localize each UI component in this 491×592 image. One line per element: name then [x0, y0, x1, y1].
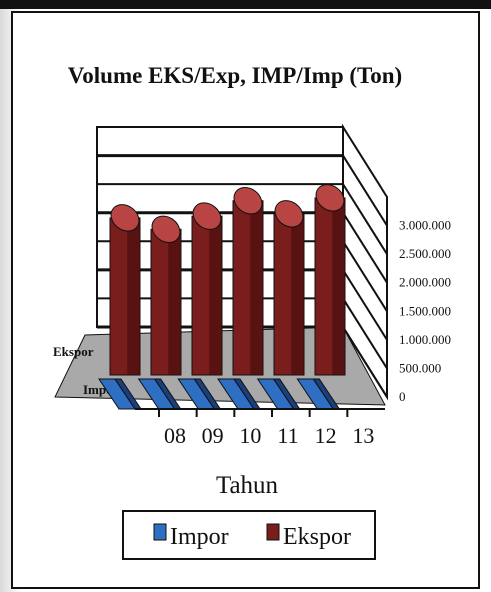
legend-label-impor: Impor: [170, 524, 229, 550]
bar-ekspor-top: [315, 184, 345, 212]
bar-ekspor: [109, 204, 141, 376]
y-tick-label: 1.000.000: [399, 332, 451, 347]
legend: Impor Ekspor: [122, 510, 376, 560]
y-tick-label: 1.500.000: [399, 303, 451, 318]
x-tick-label: 11: [277, 423, 298, 448]
bar-ekspor-top: [233, 186, 263, 215]
chart-title: Volume EKS/Exp, IMP/Imp (Ton): [68, 63, 402, 88]
gridline-side: [342, 212, 388, 284]
y-tick-label: 2.500.000: [399, 246, 451, 261]
gridline-side: [342, 183, 388, 255]
y-tick-label: 0: [399, 389, 406, 404]
bar-ekspor: [150, 215, 182, 376]
gridline-side: [342, 269, 388, 341]
x-tick-label: 08: [164, 423, 186, 448]
y-tick-label: 3.000.000: [399, 218, 451, 233]
x-tick-label: 10: [239, 423, 261, 448]
x-tick-label: 12: [315, 423, 337, 448]
bar-ekspor-top: [110, 204, 140, 232]
chart-panel: Volume EKS/Exp, IMP/Imp (Ton) 0 500.000 1.…: [11, 11, 480, 589]
bar-ekspor-shade: [168, 229, 181, 375]
bar-ekspor-top: [151, 215, 181, 244]
gridline-side: [342, 326, 388, 398]
bar-ekspor-top: [192, 202, 222, 230]
bar-ekspor-shade: [209, 216, 222, 375]
top-border: [0, 0, 491, 9]
bar-ekspor: [314, 184, 346, 376]
bar-ekspor-top: [274, 200, 304, 228]
bar-ekspor: [191, 202, 223, 376]
legend-swatch-impor: [153, 523, 167, 541]
plot-area: 0 500.000 1.000.000 1.500.000 2.000.000 2.500…: [53, 123, 451, 448]
bar-ekspor-shade: [291, 213, 304, 375]
bar-ekspor-shade: [250, 200, 263, 375]
bar-ekspor: [273, 200, 305, 376]
bar-ekspor-shade: [332, 197, 345, 375]
x-tick-label: 13: [352, 423, 374, 448]
gridline-side: [342, 240, 388, 312]
gridline-side: [342, 155, 388, 227]
depth-label-ekspor: Ekspor: [53, 344, 94, 359]
bar-ekspor-shade: [127, 217, 140, 375]
y-tick-label: 2.000.000: [399, 275, 451, 290]
legend-label-ekspor: Ekspor: [283, 524, 351, 550]
x-tick-label: 09: [202, 423, 224, 448]
chart-svg: Volume EKS/Exp, IMP/Imp (Ton) 0 500.000 1.…: [53, 63, 451, 560]
x-axis-label: Tahun: [216, 472, 279, 499]
legend-swatch-ekspor: [266, 523, 280, 541]
bar-ekspor: [232, 186, 264, 376]
y-tick-label: 500.000: [399, 360, 441, 375]
gridline-side: [342, 297, 388, 369]
